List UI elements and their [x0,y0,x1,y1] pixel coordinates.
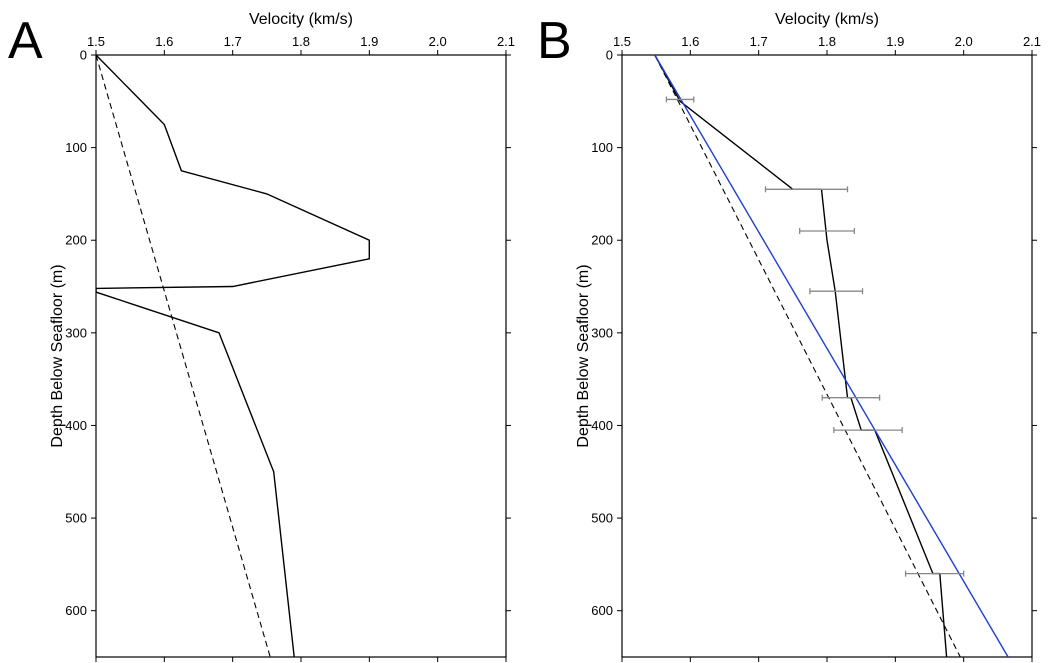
x-tick-label: 1.9 [360,34,378,49]
series-line-dashed [654,55,961,657]
error-bar [665,96,695,103]
x-tick-label: 1.7 [224,34,242,49]
y-tick-label: 400 [65,418,87,433]
panel-a: A 1.5 1.6 1.7 1.8 1.9 2.0 2.1 0 100 200 300 400 500 60… [8,11,515,662]
panel-letter: B [537,12,572,70]
x-tick-label: 2.0 [955,34,973,49]
y-tick-label: 100 [65,140,87,155]
series-line-solid [96,55,370,657]
x-tick-label: 1.6 [155,34,173,49]
y-tick-label: 200 [65,233,87,248]
x-tick-label: 1.8 [292,34,310,49]
y-tick-label: 600 [591,603,613,618]
error-bar [833,427,903,434]
y-tick-label: 200 [591,233,613,248]
series-line-blue [654,55,1009,657]
y-tick-label: 500 [591,511,613,526]
plot-frame [95,54,507,658]
x-tick-label: 1.5 [87,34,105,49]
y-tick-label: 500 [65,511,87,526]
y-tick-label: 300 [591,325,613,340]
x-tick-label: 1.9 [886,34,904,49]
x-tick-label: 2.0 [429,34,447,49]
series-line-dashed [96,55,271,657]
error-bar [821,394,881,401]
error-bar [904,570,965,577]
series-line-solid [654,55,948,657]
panel-letter: A [8,12,43,70]
plot-frame [621,54,1033,658]
y-tick-label: 300 [65,325,87,340]
y-tick-label: 600 [65,603,87,618]
x-tick-label: 1.5 [613,34,631,49]
y-tick-label: 0 [606,48,613,63]
x-tick-label: 1.6 [681,34,699,49]
x-tick-label: 1.7 [750,34,768,49]
x-tick-label: 1.8 [818,34,836,49]
y-tick-label: 400 [591,418,613,433]
error-bar [809,288,864,295]
y-axis-title: Depth Below Seafloor (m) [575,264,592,447]
error-bar [764,186,849,193]
panel-b: B 1.5 1.6 1.7 1.8 1.9 2.0 2.1 0 100 200 300 400 500 60… [537,11,1041,662]
error-bar [799,227,855,234]
x-axis-title: Velocity (km/s) [775,11,879,28]
y-axis-title: Depth Below Seafloor (m) [49,264,66,447]
x-tick-label: 2.1 [497,34,515,49]
y-tick-label: 100 [591,140,613,155]
x-axis-title: Velocity (km/s) [249,11,353,28]
x-tick-label: 2.1 [1023,34,1041,49]
y-tick-label: 0 [80,48,87,63]
